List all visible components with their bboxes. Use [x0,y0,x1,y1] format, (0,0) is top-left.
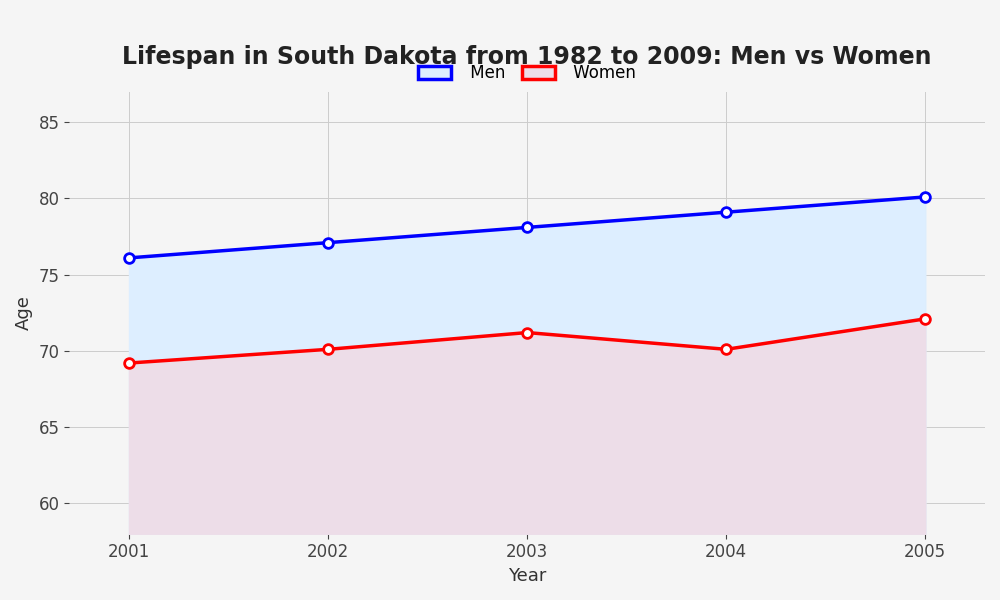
Title: Lifespan in South Dakota from 1982 to 2009: Men vs Women: Lifespan in South Dakota from 1982 to 20… [122,45,932,69]
X-axis label: Year: Year [508,567,546,585]
Y-axis label: Age: Age [15,295,33,330]
Legend:  Men,  Women: Men, Women [410,56,645,91]
